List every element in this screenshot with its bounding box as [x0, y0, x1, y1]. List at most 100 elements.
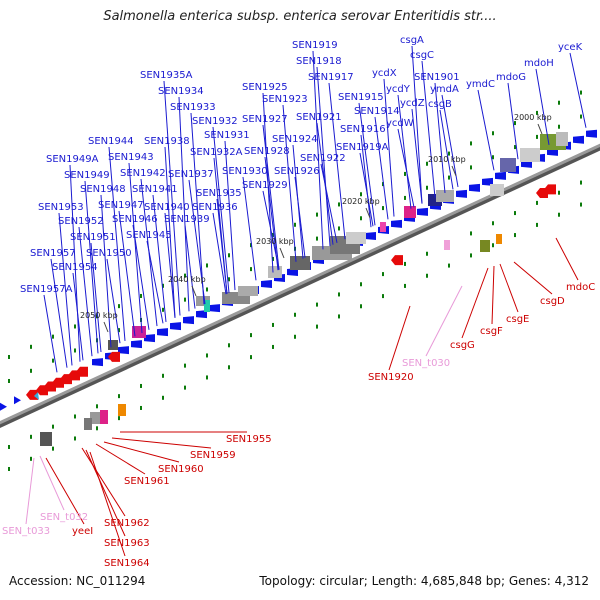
label-leader-lines [25, 45, 587, 557]
reverse-leader-line [85, 449, 126, 537]
forward-gene-arrow[interactable] [183, 316, 194, 325]
feature-box[interactable] [90, 412, 100, 424]
forward-gene-label: SEN1922 [300, 153, 346, 164]
feature-box[interactable] [204, 300, 210, 312]
reverse-gene-arrow[interactable] [391, 255, 403, 266]
forward-gene-label: SEN1939 [164, 214, 210, 225]
forward-leader-line [178, 96, 190, 312]
forward-gene-arrow[interactable] [131, 340, 142, 349]
forward-gene-arrow[interactable] [365, 231, 376, 240]
forward-gene-arrow[interactable] [118, 346, 129, 355]
tick-dot [228, 343, 230, 348]
tick-dot [580, 114, 582, 119]
feature-box[interactable] [490, 184, 504, 196]
rna-leader-line [425, 285, 463, 357]
feature-box[interactable] [444, 240, 450, 250]
tick-dot [492, 131, 494, 136]
tick-dot [30, 434, 32, 439]
feature-box[interactable] [520, 148, 540, 162]
forward-gene-label: SEN1951 [70, 232, 116, 243]
forward-gene-label: SEN1926 [274, 166, 320, 177]
feature-box[interactable] [380, 222, 386, 232]
forward-gene-label: SEN1924 [272, 134, 318, 145]
forward-gene-label: SEN1948 [80, 184, 126, 195]
reverse-leader-line [499, 263, 519, 313]
feature-box[interactable] [290, 256, 310, 270]
tick-dot [404, 283, 406, 288]
forward-gene-arrow[interactable] [469, 183, 480, 192]
reverse-gene-arrow[interactable] [26, 389, 38, 400]
feature-box[interactable] [100, 410, 108, 424]
reverse-gene-arrow[interactable] [544, 184, 556, 195]
feature-box[interactable] [196, 296, 210, 306]
tick-dot [162, 283, 164, 288]
forward-leader-line [184, 224, 196, 309]
forward-leader-line [84, 180, 99, 354]
tick-dot [250, 243, 252, 248]
feature-box[interactable] [496, 234, 502, 244]
feature-box[interactable] [500, 158, 516, 172]
forward-gene-arrow[interactable] [391, 219, 402, 228]
feature-box[interactable] [118, 404, 126, 416]
tick-dot [558, 212, 560, 217]
forward-gene-arrow[interactable] [0, 402, 7, 411]
tick-dot [536, 222, 538, 227]
forward-gene-arrow[interactable] [157, 328, 168, 337]
forward-leader-line [411, 108, 423, 204]
forward-gene-label: SEN1957 [30, 248, 76, 259]
rna-leader-line [39, 455, 65, 511]
forward-leader-line [146, 240, 164, 324]
forward-gene-arrow[interactable] [261, 280, 272, 289]
forward-gene-label: csgA [400, 35, 424, 46]
forward-gene-arrow[interactable] [495, 171, 506, 180]
feature-box[interactable] [436, 190, 454, 202]
feature-box[interactable] [480, 240, 490, 252]
forward-gene-arrow[interactable] [586, 129, 597, 138]
forward-gene-arrow[interactable] [196, 310, 207, 319]
kbp-tick-label: 2010 kbp [428, 155, 466, 164]
feature-box[interactable] [238, 286, 258, 296]
tick-dot [536, 200, 538, 205]
reverse-gene-arrow[interactable] [108, 351, 120, 362]
misc-feature-arrow[interactable] [34, 392, 39, 400]
rna-gene-label: SEN_t030 [402, 358, 450, 369]
feature-box[interactable] [132, 326, 146, 338]
reverse-gene-arrow[interactable] [76, 366, 88, 377]
forward-gene-arrow[interactable] [417, 207, 428, 216]
feature-box[interactable] [108, 340, 118, 350]
forward-gene-label: SEN1957A [20, 284, 73, 295]
forward-leader-line [316, 66, 331, 247]
kbp-tick-mark [451, 165, 457, 177]
forward-gene-arrow[interactable] [482, 177, 493, 186]
tick-dot [96, 426, 98, 431]
tick-dot [382, 182, 384, 187]
tick-dot [96, 314, 98, 319]
tick-dot [514, 145, 516, 150]
forward-gene-arrow[interactable] [573, 135, 584, 144]
forward-gene-label: SEN1931 [204, 130, 250, 141]
forward-leader-line [50, 258, 68, 368]
feature-box[interactable] [346, 232, 366, 244]
forward-gene-label: SEN1936 [192, 202, 238, 213]
forward-gene-arrow[interactable] [170, 322, 181, 331]
feature-box[interactable] [404, 206, 416, 218]
feature-box[interactable] [40, 432, 52, 446]
forward-gene-arrow[interactable] [456, 189, 467, 198]
forward-gene-arrow[interactable] [14, 396, 21, 405]
forward-gene-arrow[interactable] [209, 304, 220, 313]
feature-box[interactable] [268, 266, 282, 278]
forward-gene-arrow[interactable] [144, 334, 155, 343]
feature-box[interactable] [84, 418, 92, 430]
forward-gene-arrow[interactable] [92, 358, 103, 367]
forward-gene-arrow[interactable] [287, 268, 298, 277]
forward-leader-line [320, 163, 338, 243]
reverse-gene-label: yeeI [72, 526, 93, 537]
forward-leader-line [216, 198, 228, 294]
kbp-tick-label: 2020 kbp [342, 197, 380, 206]
forward-leader-line [262, 190, 280, 270]
forward-gene-label: SEN1917 [308, 72, 354, 83]
tick-dot [52, 358, 54, 363]
feature-box[interactable] [556, 132, 568, 146]
forward-gene-label: SEN1914 [354, 106, 400, 117]
